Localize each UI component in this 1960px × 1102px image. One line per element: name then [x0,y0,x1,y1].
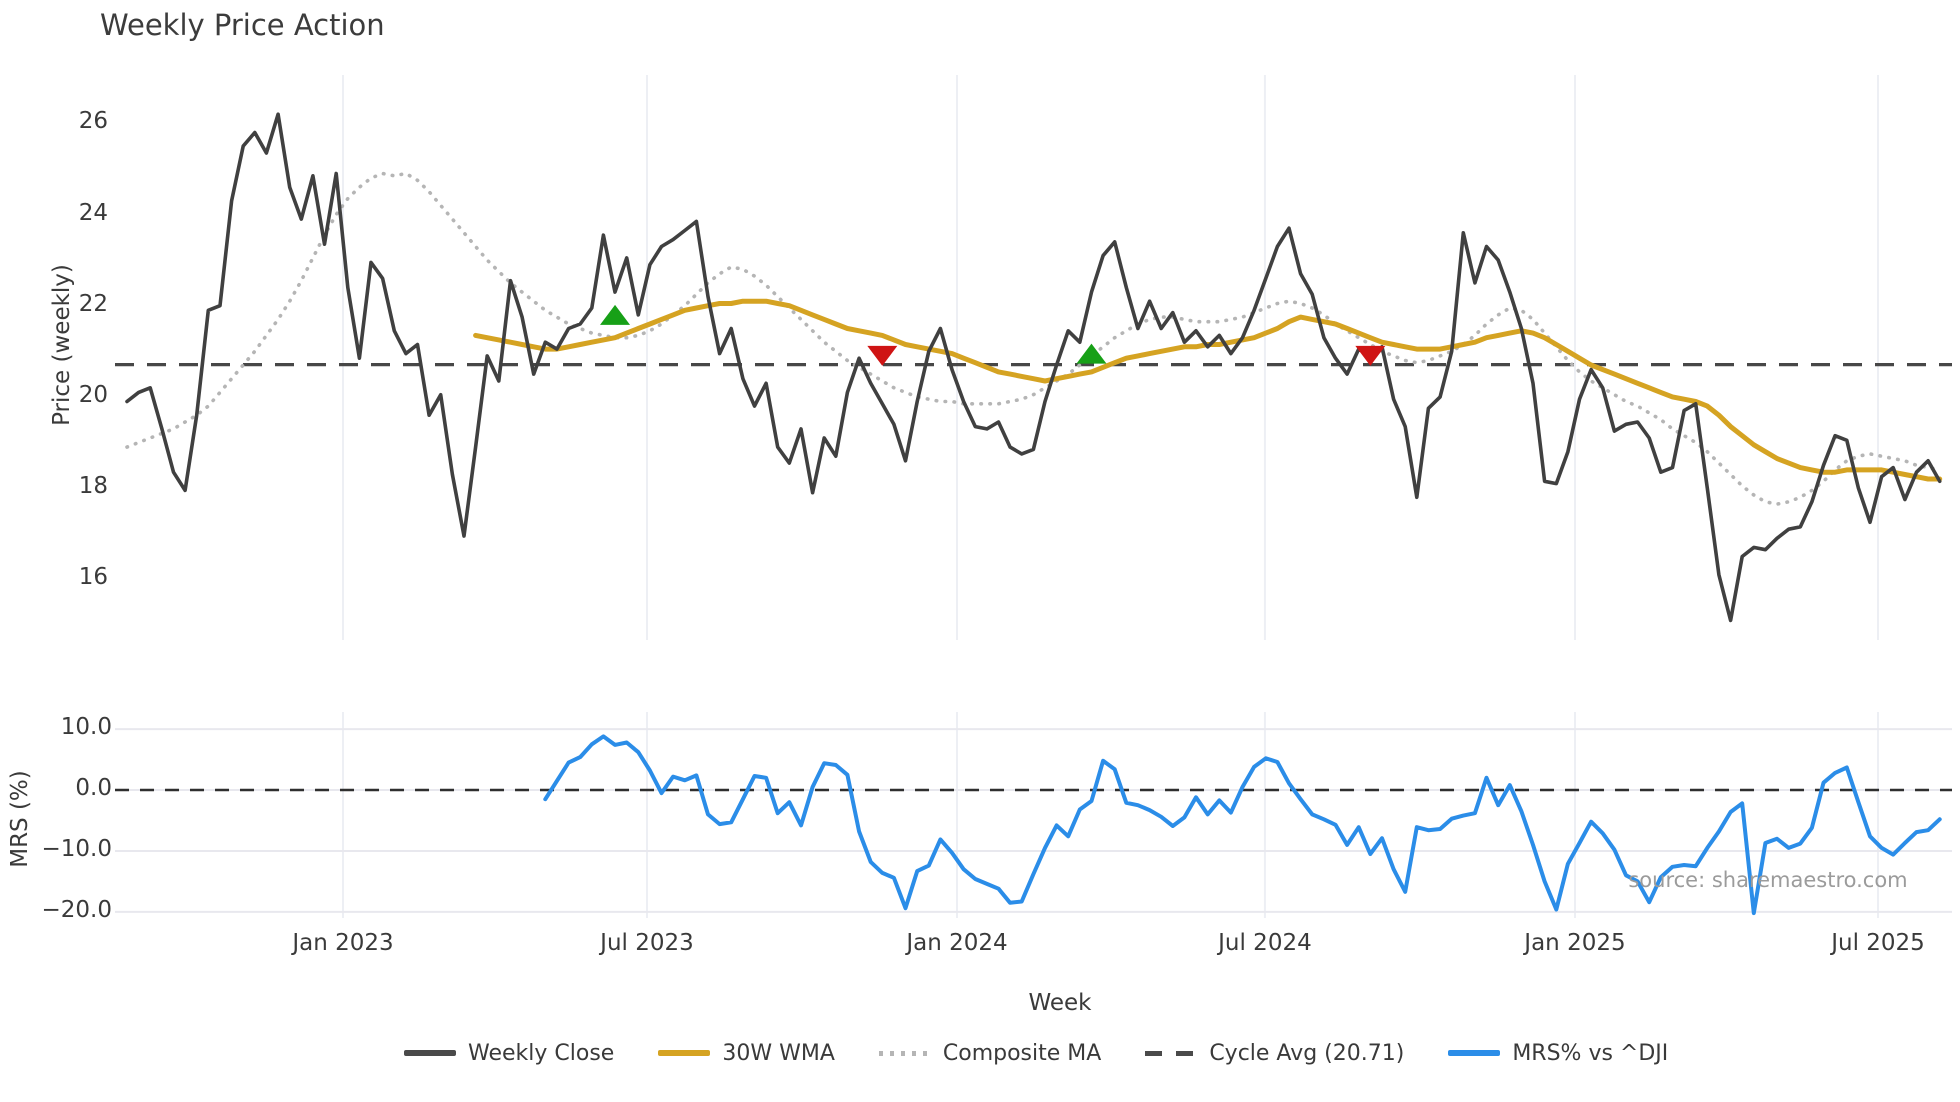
weekly-close-line-swatch-icon [404,1050,456,1056]
weekly-close-line [125,112,1942,623]
price-ytick-label: 22 [78,290,108,317]
legend-label-cycle-avg: Cycle Avg (20.71) [1209,1040,1405,1066]
wma-30w-line [473,298,1943,482]
price-ytick-label: 26 [78,108,108,135]
wma-line-swatch-icon [658,1050,711,1056]
buy-signal-marker-icon [600,304,631,325]
mrs-ytick-label: −20.0 [41,896,112,923]
mrs-axis-label: MRS (%) [7,770,33,868]
legend: Weekly Close 30W WMA Composite MA Cycle … [404,1036,1668,1070]
legend-label-composite: Composite MA [942,1040,1102,1066]
x-tick-label: Jan 2023 [292,930,394,956]
price-ytick-label: 16 [78,564,108,591]
legend-item-composite: Composite MA [878,1040,1102,1066]
x-tick-label: Jan 2024 [906,930,1008,956]
legend-label-mrs: MRS% vs ^DJI [1512,1040,1669,1066]
mrs-line [543,734,1942,916]
price-ytick-label: 18 [78,473,108,500]
x-tick-label: Jul 2025 [1831,930,1925,956]
legend-label-wma: 30W WMA [722,1040,835,1066]
x-tick-label: Jul 2023 [600,930,694,956]
legend-item-mrs: MRS% vs ^DJI [1448,1041,1668,1066]
mrs-line-swatch-icon [1448,1050,1501,1056]
legend-item-cycle-avg: Cycle Avg (20.71) [1145,1041,1404,1066]
legend-item-wma: 30W WMA [658,1041,835,1066]
buy-signal-marker-icon [1076,343,1107,364]
mrs-ytick-label: −10.0 [41,835,112,862]
chart-title: Weekly Price Action [100,8,385,42]
price-axis-label: Price (weekly) [49,264,75,426]
composite-dotted-swatch-icon [878,1050,931,1056]
mrs-ytick-label: 10.0 [60,714,112,741]
mrs-ytick-label: 0.0 [75,775,112,801]
legend-label-weekly-close: Weekly Close [468,1040,615,1066]
x-tick-label: Jan 2025 [1524,930,1626,956]
sell-signal-marker-icon [867,345,898,366]
cycle-avg-dashed-swatch-icon [1145,1050,1198,1056]
x-tick-label: Jul 2024 [1218,930,1312,956]
price-ytick-label: 20 [78,381,108,408]
source-note: source: sharemaestro.com [1628,868,1908,892]
x-axis-label: Week [1028,990,1092,1016]
composite-ma-line [125,171,1942,506]
price-ytick-label: 24 [78,199,108,226]
sell-signal-marker-icon [1355,345,1386,366]
legend-item-weekly-close: Weekly Close [404,1041,614,1066]
